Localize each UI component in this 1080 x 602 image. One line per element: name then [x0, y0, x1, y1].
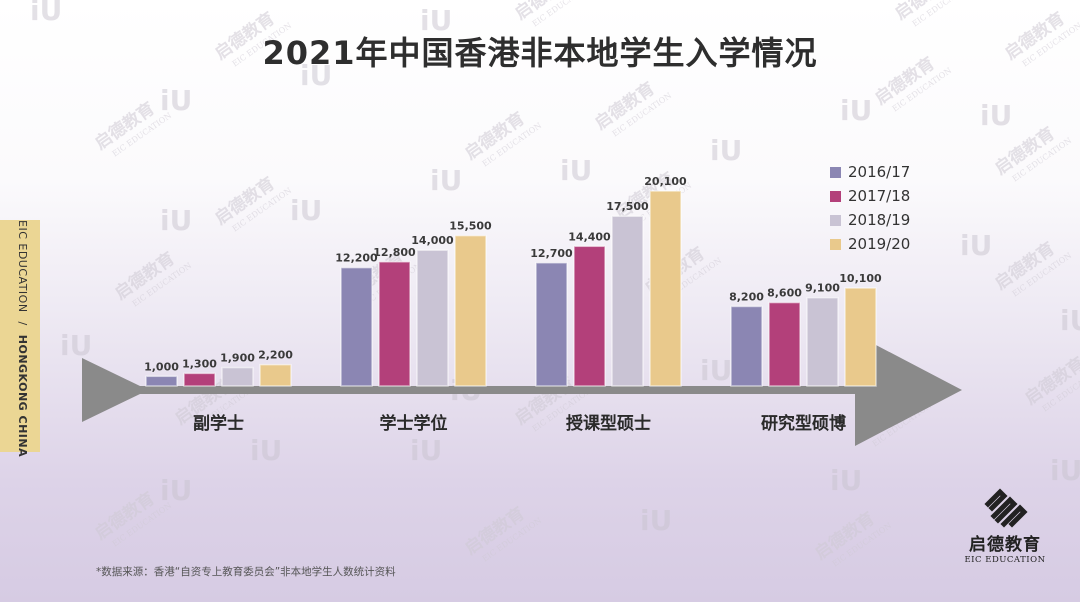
- legend-swatch: [830, 214, 841, 226]
- data-label: 1,300: [182, 357, 217, 370]
- category-label: 学士学位: [380, 413, 448, 434]
- bar: [340, 266, 373, 387]
- data-label: 1,000: [144, 360, 179, 373]
- legend-item: 2019/20: [830, 232, 910, 256]
- bar: [768, 301, 801, 387]
- bar: [259, 363, 292, 387]
- bar: [573, 245, 606, 387]
- chart-title: 2021年中国香港非本地学生入学情况: [262, 34, 818, 72]
- category-label: 授课型硕士: [566, 413, 651, 434]
- legend-item: 2016/17: [830, 160, 910, 184]
- bar: [649, 190, 682, 387]
- bar: [535, 262, 568, 387]
- data-label: 2,200: [258, 349, 293, 362]
- logo-text-cn: 启德教育: [969, 535, 1041, 555]
- chart-legend: 2016/17 2017/18 2018/19 2019/20: [830, 160, 910, 256]
- eic-logo: 启德教育 EIC EDUCATION: [950, 488, 1060, 565]
- axis-arrow: [82, 334, 962, 446]
- data-label: 1,900: [220, 352, 255, 365]
- data-label: 15,500: [449, 220, 492, 233]
- category-label: 副学士: [193, 413, 244, 434]
- bar: [730, 305, 763, 387]
- bar: [145, 375, 178, 387]
- legend-label: 2016/17: [848, 163, 911, 181]
- bar: [416, 249, 449, 387]
- legend-item: 2018/19: [830, 208, 910, 232]
- legend-swatch: [830, 166, 841, 178]
- legend-label: 2017/18: [848, 187, 911, 205]
- legend-label: 2018/19: [848, 211, 911, 229]
- bar: [378, 261, 411, 387]
- data-label: 17,500: [606, 200, 649, 213]
- category-label: 研究型硕博: [761, 413, 846, 434]
- data-label: 20,100: [644, 175, 687, 188]
- data-label: 12,200: [335, 252, 378, 265]
- bar: [183, 372, 216, 387]
- data-label: 12,800: [373, 246, 416, 259]
- data-label: 8,600: [767, 287, 802, 300]
- data-label: 14,000: [411, 234, 454, 247]
- eic-logo-icon: [984, 488, 1028, 528]
- bar: [221, 366, 254, 387]
- bar: [611, 215, 644, 387]
- legend-swatch: [830, 190, 841, 202]
- data-label: 10,100: [839, 272, 882, 285]
- legend-label: 2019/20: [848, 235, 911, 253]
- logo-text-en: EIC EDUCATION: [964, 555, 1046, 565]
- data-label: 14,400: [568, 230, 611, 243]
- data-label: 8,200: [729, 290, 764, 303]
- bar: [844, 287, 877, 387]
- source-note: *数据来源：香港“自资专上教育委员会”非本地学生人数统计资料: [96, 566, 396, 578]
- data-label: 9,100: [805, 282, 840, 295]
- bar: [806, 296, 839, 387]
- side-band: [0, 220, 40, 452]
- data-label: 12,700: [530, 247, 573, 260]
- legend-item: 2017/18: [830, 184, 910, 208]
- legend-swatch: [830, 238, 841, 250]
- bar: [454, 234, 487, 387]
